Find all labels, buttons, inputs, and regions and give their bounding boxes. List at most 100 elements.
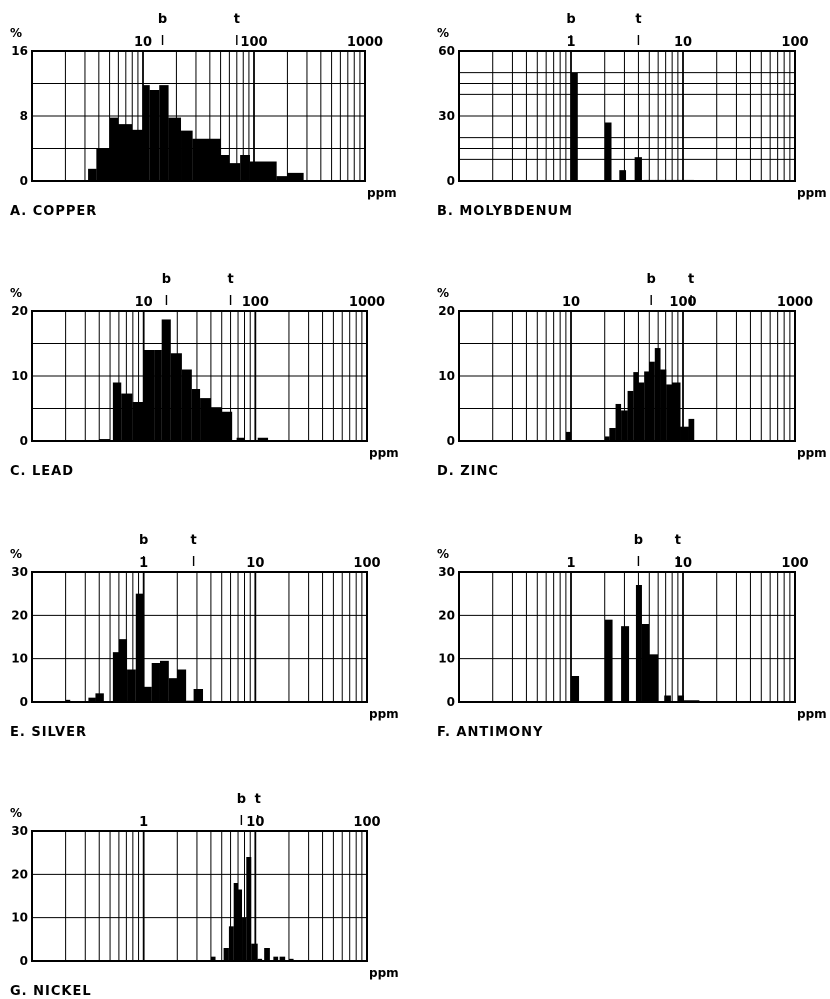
y-tick-label: 30	[11, 824, 28, 838]
histogram-bar	[604, 122, 612, 181]
histogram-bar	[273, 956, 279, 961]
histogram-bar	[96, 148, 110, 181]
histogram-bar	[88, 168, 97, 181]
x-tick-label: 100	[240, 35, 267, 50]
y-tick-label: 0	[20, 954, 28, 968]
histogram-bar	[660, 369, 667, 441]
histogram-bar	[688, 418, 695, 441]
marker-label: t	[675, 533, 681, 548]
x-tick-label: 10	[135, 295, 153, 310]
histogram-bar	[135, 593, 144, 702]
histogram-bar	[210, 956, 216, 961]
histogram-bar	[621, 626, 630, 702]
histogram-bar	[159, 85, 169, 181]
histogram-bar	[276, 176, 288, 181]
x-tick-label: 10	[246, 556, 264, 571]
y-tick-label: 0	[447, 434, 455, 448]
histogram-bar	[223, 948, 229, 961]
y-tick-label: 10	[438, 369, 455, 383]
y-tick-label: 20	[438, 608, 455, 622]
histogram-bar	[118, 124, 133, 181]
y-tick-label: 16	[11, 44, 28, 58]
histogram-bar	[641, 624, 650, 702]
histogram-bar	[168, 117, 182, 181]
y-tick-label: 0	[20, 695, 28, 709]
x-axis-unit-label: ppm	[369, 707, 399, 721]
histogram-bar	[257, 437, 269, 441]
panel-title: D. ZINC	[437, 464, 499, 479]
histogram-bar	[615, 403, 622, 441]
y-tick-label: 20	[438, 304, 455, 318]
x-tick-label: 100	[669, 295, 696, 310]
y-tick-label: 10	[11, 652, 28, 666]
x-axis-unit-label: ppm	[369, 446, 399, 460]
histogram-bar	[210, 407, 222, 441]
histogram-bar	[143, 686, 152, 702]
histogram-bar	[649, 361, 655, 441]
histogram-bar	[288, 958, 294, 961]
y-tick-label: 10	[11, 911, 28, 925]
chart-panel-3: 0 10 20% 10 100 1000 b t ppm C. LEAD	[10, 272, 399, 479]
y-tick-label: 20	[11, 608, 28, 622]
histogram-bar	[109, 117, 119, 181]
histogram-bar	[220, 155, 230, 181]
panel-title: A. COPPER	[10, 204, 97, 219]
x-tick-label: 10	[246, 815, 264, 830]
histogram-bar	[132, 129, 143, 181]
histogram-bar	[238, 889, 243, 961]
histogram-bar	[664, 695, 671, 702]
x-axis-unit-label: ppm	[367, 186, 397, 200]
y-tick-label: 20	[11, 867, 28, 881]
x-tick-label: 10	[674, 35, 692, 50]
x-tick-label: 100	[353, 815, 380, 830]
marker-label: t	[255, 792, 261, 807]
histogram-bar	[677, 695, 684, 702]
histogram-bar	[186, 700, 194, 702]
histogram-bar	[127, 669, 136, 702]
marker-label: b	[566, 12, 575, 27]
y-tick-label: 30	[438, 565, 455, 579]
histogram-bar	[118, 639, 128, 702]
y-axis-label: %	[10, 806, 22, 820]
x-tick-label: 10	[562, 295, 580, 310]
histogram-bar	[200, 398, 211, 441]
histogram-bar	[654, 348, 661, 441]
y-tick-label: 0	[20, 174, 28, 188]
y-tick-label: 60	[438, 44, 455, 58]
histogram-bar	[683, 700, 700, 702]
panel-title: C. LEAD	[10, 464, 74, 479]
histogram-bar	[287, 172, 304, 181]
y-tick-label: 0	[20, 434, 28, 448]
y-axis-label: %	[437, 286, 449, 300]
histogram-bar	[170, 353, 182, 441]
histogram-bar	[149, 90, 160, 181]
histogram-bar	[228, 926, 234, 961]
marker-label: t	[688, 272, 694, 287]
marker-label: b	[158, 12, 167, 27]
marker-label: b	[139, 533, 148, 548]
marker-label: t	[190, 533, 196, 548]
marker-label: b	[237, 792, 246, 807]
y-tick-label: 10	[11, 369, 28, 383]
chart-panel-6: 0 10 20 30% 1 10 100 b t ppm F. ANTIMONY	[437, 533, 827, 740]
chart-panel-7: 0 10 20 30% 1 10 100 b t ppm G. NICKEL	[10, 792, 399, 999]
histogram-bar	[649, 654, 659, 702]
y-axis-label: %	[10, 26, 22, 40]
x-tick-label: 1000	[777, 295, 813, 310]
histogram-bar	[571, 72, 578, 181]
histogram-bar	[571, 676, 580, 702]
x-tick-label: 1000	[347, 35, 383, 50]
panel-title: B. MOLYBDENUM	[437, 204, 573, 219]
histogram-bar	[627, 390, 634, 441]
histogram-bar	[99, 439, 111, 441]
y-tick-label: 8	[20, 109, 28, 123]
histogram-bar	[619, 170, 627, 181]
histogram-bar	[177, 669, 187, 702]
histogram-bar	[565, 431, 571, 441]
histogram-bar	[604, 436, 610, 441]
histogram-bar	[221, 411, 233, 441]
histogram-bar	[680, 426, 689, 441]
histogram-bar	[132, 402, 144, 441]
histogram-bar	[181, 130, 193, 181]
